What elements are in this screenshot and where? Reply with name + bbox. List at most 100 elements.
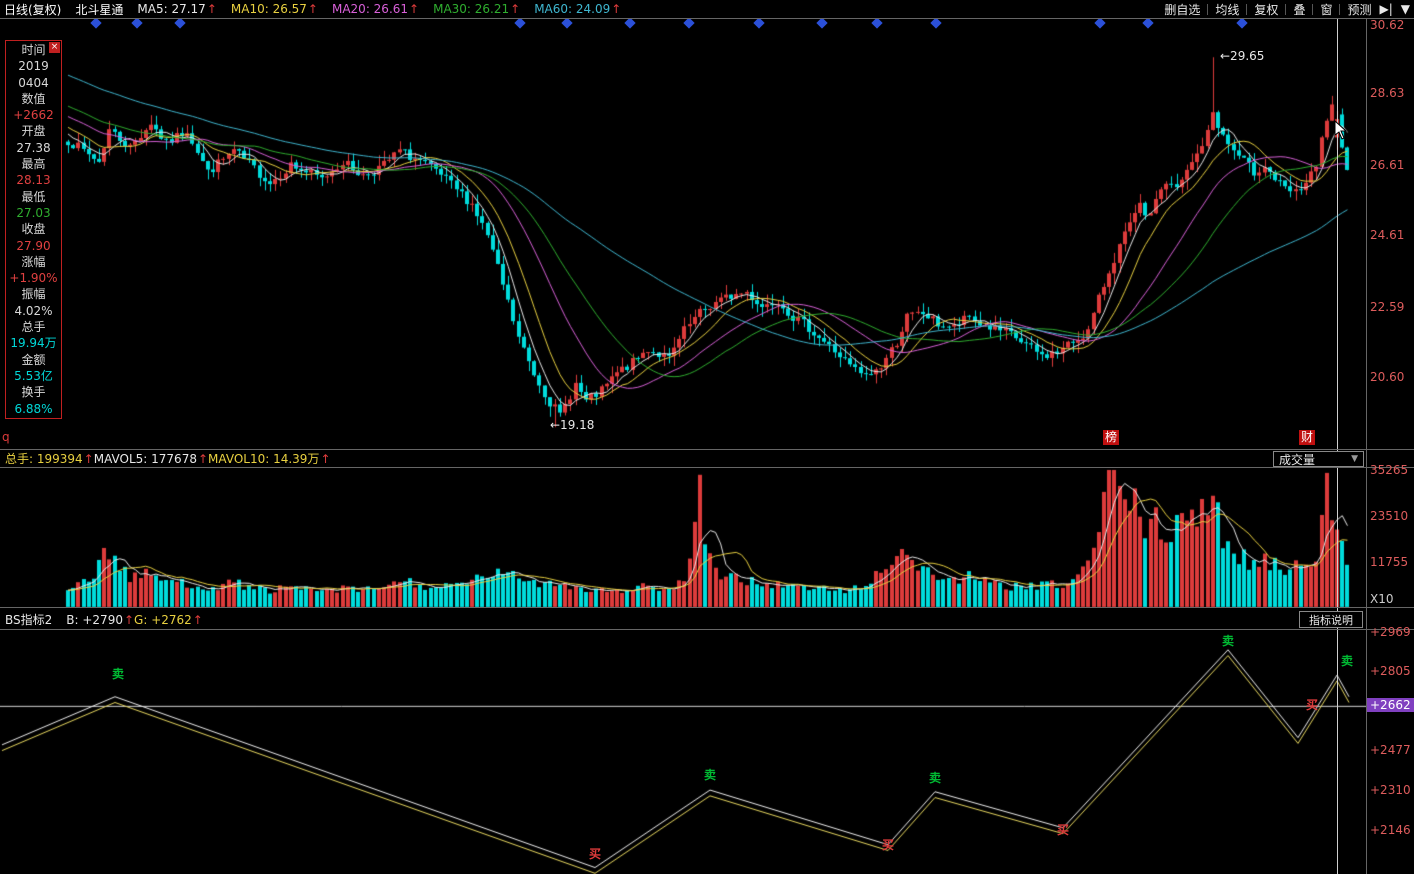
buy-signal-label: 买 bbox=[589, 847, 602, 861]
volume-header-item: MAVOL5: 177678↑ bbox=[93, 452, 209, 466]
volume-axis-label: 23510 bbox=[1370, 509, 1409, 523]
ma-labels: MA5: 27.17↑ MA10: 26.57↑ MA20: 26.61↑ MA30:… bbox=[137, 2, 621, 16]
info-row: 27.03 bbox=[16, 205, 51, 220]
separator bbox=[0, 449, 1414, 450]
buy-signal-label: 买 bbox=[1306, 698, 1319, 712]
volume-chart[interactable] bbox=[0, 468, 1366, 608]
quick-key-label: q bbox=[2, 430, 10, 444]
separator bbox=[0, 467, 1414, 468]
sell-signal-label: 卖 bbox=[112, 667, 125, 681]
up-arrow-icon: ↑ bbox=[83, 452, 94, 466]
forecast-button[interactable]: 预测 bbox=[1347, 2, 1372, 17]
separator bbox=[0, 629, 1414, 630]
close-icon[interactable]: × bbox=[49, 42, 60, 53]
indicator-header-item: B: +2790↑ bbox=[66, 612, 135, 627]
volume-type-label: 成交量 bbox=[1279, 452, 1316, 467]
info-row: 金额 bbox=[21, 352, 46, 367]
indicator-axis-label: +2477 bbox=[1370, 743, 1411, 757]
data-info-panel: × 时间 2019 0404 数值 +2662 开盘 27.38 最高 28.13 最低 27.03… bbox=[5, 40, 62, 419]
rank-badge[interactable]: 榜 bbox=[1103, 430, 1120, 445]
separator bbox=[0, 18, 1414, 19]
info-row: 数值 bbox=[21, 91, 46, 106]
info-row: 6.88% bbox=[14, 401, 53, 416]
info-row: 27.38 bbox=[16, 140, 51, 155]
up-arrow-icon: ↑ bbox=[320, 452, 331, 466]
period-label[interactable]: 日线(复权) bbox=[4, 2, 62, 17]
volume-axis-label: 35265 bbox=[1370, 463, 1409, 477]
volume-header-item: 总手: 199394↑ bbox=[5, 452, 94, 466]
topbar-right-group: 删自选 均线 复权叠窗预测 ▶| ▼ bbox=[1164, 1, 1410, 18]
volume-axis-label: X10 bbox=[1370, 592, 1394, 606]
volume-pane-header: 总手: 199394↑MAVOL5: 177678↑MAVOL10: 14.39… bbox=[0, 450, 1366, 467]
sell-signal-label: 卖 bbox=[929, 771, 942, 785]
ma-label: MA20: 26.61↑ bbox=[331, 2, 420, 16]
finance-badge[interactable]: 财 bbox=[1299, 430, 1316, 445]
price-annotation: ←19.18 bbox=[550, 418, 595, 432]
window-button[interactable]: 窗 bbox=[1320, 2, 1333, 17]
indicator-help-label: 指标说明 bbox=[1309, 613, 1353, 627]
volume-type-dropdown[interactable]: 成交量 ▼ bbox=[1273, 451, 1364, 467]
info-row: 28.13 bbox=[16, 173, 51, 188]
volume-header-values: 总手: 199394↑MAVOL5: 177678↑MAVOL10: 14.39… bbox=[5, 450, 331, 467]
indicator-axis-label: +2805 bbox=[1370, 664, 1411, 678]
price-annotation: ←29.65 bbox=[1220, 49, 1265, 63]
indicator-header-item: G: +2762↑ bbox=[134, 612, 203, 627]
up-arrow-icon: ↑ bbox=[510, 2, 521, 16]
info-row: 总手 bbox=[21, 320, 46, 335]
price-axis-label: 30.62 bbox=[1370, 18, 1405, 32]
indicator-axis-label: +2146 bbox=[1370, 823, 1411, 837]
chevron-down-icon: ▼ bbox=[1351, 454, 1358, 464]
indicator-axis-label: +2662 bbox=[1367, 698, 1414, 712]
up-arrow-icon: ↑ bbox=[197, 452, 209, 466]
chevron-down-icon[interactable]: ▼ bbox=[1400, 2, 1410, 16]
info-row: 开盘 bbox=[21, 124, 46, 139]
price-axis-label: 24.61 bbox=[1370, 228, 1405, 242]
delete-watchlist-button[interactable]: 删自选 bbox=[1164, 2, 1201, 17]
up-arrow-icon: ↑ bbox=[192, 612, 203, 627]
info-row: 涨幅 bbox=[21, 254, 46, 269]
ma-label: MA60: 24.09↑ bbox=[534, 2, 622, 16]
price-axis-label: 20.60 bbox=[1370, 370, 1405, 384]
axis-border-line bbox=[1366, 18, 1367, 874]
info-row: 0404 bbox=[18, 75, 49, 90]
main-candlestick-chart[interactable] bbox=[0, 18, 1366, 450]
sell-signal-label: 卖 bbox=[1341, 654, 1354, 668]
indicator-axis-label: +2310 bbox=[1370, 783, 1411, 797]
up-arrow-icon: ↑ bbox=[409, 2, 420, 16]
crosshair-vertical-line bbox=[1337, 18, 1338, 874]
ma-lines-button[interactable]: 均线 bbox=[1215, 2, 1240, 17]
buy-signal-label: 买 bbox=[882, 838, 895, 852]
info-row: +2662 bbox=[13, 108, 54, 123]
overlay-button[interactable]: 叠 bbox=[1293, 2, 1306, 17]
topbar-buttons: 删自选 均线 复权叠窗预测 bbox=[1164, 1, 1371, 18]
info-row: 27.90 bbox=[16, 238, 51, 253]
adjusted-price-button[interactable]: 复权 bbox=[1254, 2, 1279, 17]
separator bbox=[1246, 3, 1248, 15]
price-axis-column: 30.62 28.63 26.61 24.61 22.59 20.60 35265 23510… bbox=[1367, 18, 1414, 874]
info-row: 19.94万 bbox=[10, 336, 57, 351]
indicator-help-button[interactable]: 指标说明 bbox=[1299, 611, 1363, 628]
ma-label: MA30: 26.21↑ bbox=[433, 2, 521, 16]
info-row: 4.02% bbox=[14, 303, 53, 318]
info-row: +1.90% bbox=[9, 271, 58, 286]
info-row: 5.53亿 bbox=[14, 368, 53, 383]
volume-header-item: MAVOL10: 14.39万↑ bbox=[208, 452, 331, 466]
separator bbox=[0, 607, 1414, 608]
info-row: 最低 bbox=[21, 189, 46, 204]
sell-signal-label: 卖 bbox=[704, 768, 717, 782]
indicator-axis-label: +2969 bbox=[1370, 625, 1411, 639]
info-row: 2019 bbox=[18, 59, 49, 74]
info-row: 最高 bbox=[21, 157, 46, 172]
bs-indicator-chart[interactable] bbox=[0, 630, 1366, 874]
sell-signal-label: 卖 bbox=[1222, 634, 1235, 648]
price-axis-label: 22.59 bbox=[1370, 300, 1405, 314]
up-arrow-icon: ↑ bbox=[123, 612, 135, 627]
separator bbox=[1339, 3, 1341, 15]
up-arrow-icon: ↑ bbox=[206, 2, 217, 16]
mouse-cursor bbox=[1334, 120, 1348, 140]
indicator-title: BS指标2 bbox=[5, 613, 53, 627]
price-axis-label: 26.61 bbox=[1370, 158, 1405, 172]
ma-label: MA10: 26.57↑ bbox=[230, 2, 318, 16]
jump-to-latest-icon[interactable]: ▶| bbox=[1379, 2, 1393, 16]
